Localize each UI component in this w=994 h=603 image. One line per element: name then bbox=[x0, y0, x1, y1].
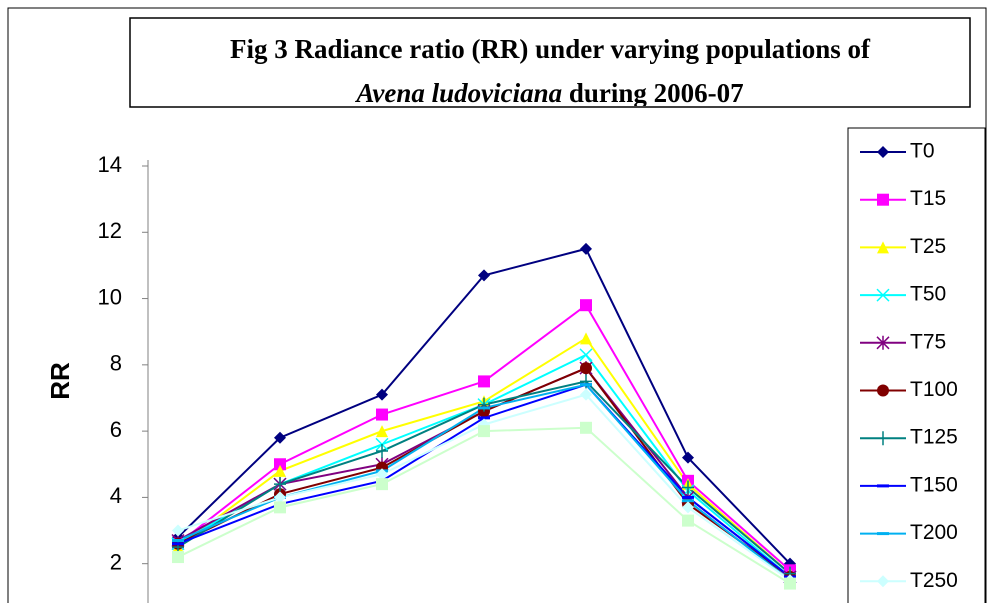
title-italic: Avena ludoviciana bbox=[354, 78, 562, 108]
marker bbox=[877, 431, 889, 446]
y-tick-label: 14 bbox=[98, 152, 122, 177]
marker bbox=[478, 269, 490, 282]
marker bbox=[274, 491, 286, 504]
marker bbox=[580, 362, 592, 375]
marker bbox=[877, 384, 889, 397]
marker bbox=[877, 146, 889, 158]
marker bbox=[877, 241, 889, 254]
marker bbox=[877, 575, 889, 588]
y-tick-label: 8 bbox=[110, 351, 122, 376]
title-box bbox=[129, 17, 971, 108]
marker bbox=[478, 425, 490, 438]
marker bbox=[376, 478, 388, 491]
y-tick-label: 6 bbox=[110, 417, 122, 442]
legend-box bbox=[847, 127, 986, 603]
y-tick-label: 4 bbox=[110, 483, 122, 508]
marker bbox=[580, 299, 592, 312]
title-line: Avena ludoviciana during 2006-07 bbox=[354, 78, 743, 108]
marker bbox=[274, 458, 286, 471]
title: Fig 3 Radiance ratio (RR) under varying … bbox=[230, 34, 871, 108]
legend-label: T100 bbox=[910, 378, 958, 401]
marker bbox=[876, 335, 890, 350]
marker bbox=[376, 425, 388, 438]
marker bbox=[580, 388, 592, 401]
legend-label: T75 bbox=[910, 330, 946, 353]
marker bbox=[376, 388, 388, 401]
series-line bbox=[177, 303, 791, 572]
title-rest: during 2006-07 bbox=[562, 78, 744, 108]
marker bbox=[376, 408, 388, 421]
legend-label: T150 bbox=[910, 473, 958, 496]
legend-label: T200 bbox=[910, 521, 958, 544]
marker bbox=[580, 332, 592, 345]
legend-label: T125 bbox=[910, 426, 958, 449]
marker bbox=[876, 288, 890, 302]
chart-border bbox=[7, 7, 987, 603]
marker bbox=[682, 480, 694, 495]
series-line bbox=[177, 336, 791, 575]
marker bbox=[172, 551, 184, 564]
y-tick-label: 2 bbox=[110, 549, 122, 574]
marker bbox=[580, 242, 592, 255]
y-axis-label: RR bbox=[45, 362, 75, 400]
y-tick-label: 12 bbox=[98, 218, 122, 243]
series-line bbox=[177, 353, 791, 578]
marker bbox=[478, 375, 490, 388]
legend-label: T0 bbox=[910, 140, 935, 163]
marker bbox=[376, 468, 388, 481]
marker bbox=[784, 577, 796, 590]
marker bbox=[376, 444, 388, 459]
marker bbox=[580, 421, 592, 434]
marker bbox=[877, 193, 889, 206]
y-tick-label: 10 bbox=[98, 284, 122, 309]
marker bbox=[274, 431, 286, 444]
legend-label: T50 bbox=[910, 283, 946, 306]
legend-label: T15 bbox=[910, 187, 946, 210]
marker bbox=[682, 514, 694, 527]
legend-label: T250 bbox=[910, 569, 958, 592]
marker bbox=[682, 501, 694, 514]
title-line: Fig 3 Radiance ratio (RR) under varying … bbox=[230, 34, 871, 64]
marker bbox=[172, 524, 184, 537]
legend-label: T25 bbox=[910, 235, 946, 258]
marker bbox=[682, 451, 694, 464]
marker bbox=[579, 348, 593, 362]
marker bbox=[274, 464, 286, 477]
marker bbox=[274, 477, 286, 492]
marker bbox=[274, 501, 286, 514]
